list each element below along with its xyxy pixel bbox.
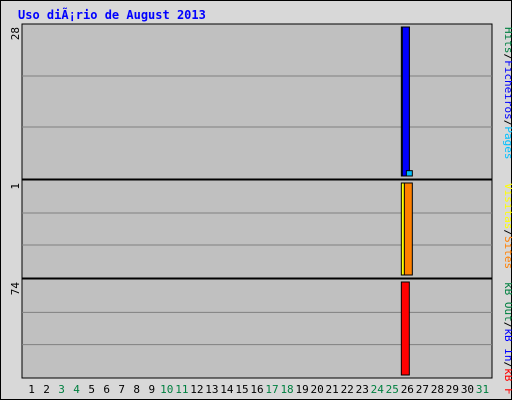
x-tick-label: 11 — [175, 383, 188, 396]
x-tick-label: 16 — [250, 383, 263, 396]
bar-pages — [405, 170, 413, 177]
x-tick-label: 14 — [220, 383, 234, 396]
x-tick-label: 18 — [280, 383, 293, 396]
legend-entry: kB F — [502, 368, 512, 395]
panel-legend: Visitas/Sites — [502, 183, 512, 269]
x-tick-label: 17 — [265, 383, 278, 396]
x-tick-label: 6 — [103, 383, 110, 396]
legend-entry: Pages — [502, 126, 512, 159]
legend-entry: Hits — [502, 27, 512, 54]
x-tick-label: 31 — [476, 383, 489, 396]
panel-legend: kB Out/kB In/kB F — [502, 282, 512, 395]
x-tick-label: 7 — [118, 383, 125, 396]
x-tick-label: 9 — [148, 383, 155, 396]
bar-sites — [403, 182, 413, 276]
legend-entry: kB In — [502, 328, 512, 361]
x-tick-label: 25 — [386, 383, 399, 396]
bar-files — [401, 26, 410, 177]
x-tick-label: 4 — [73, 383, 80, 396]
x-tick-label: 21 — [326, 383, 339, 396]
panel-background — [21, 23, 493, 180]
legend-entry: / — [502, 362, 512, 369]
y-max-label: 28 — [9, 27, 22, 40]
bar-kb-f — [400, 281, 410, 376]
panel-background — [21, 179, 493, 279]
legend-entry: Sites — [502, 236, 512, 269]
x-tick-label: 22 — [341, 383, 354, 396]
x-tick-label: 29 — [446, 383, 459, 396]
x-tick-label: 24 — [371, 383, 385, 396]
x-tick-label: 8 — [133, 383, 140, 396]
x-tick-label: 13 — [205, 383, 218, 396]
x-tick-label: 28 — [431, 383, 444, 396]
legend-entry: / — [502, 229, 512, 236]
legend-entry: / — [502, 54, 512, 61]
chart-panels: 28Hits/Ficheiros/Pages1Visitas/Sites74kB… — [9, 23, 512, 395]
legend-entry: Ficheiros — [502, 60, 512, 120]
x-tick-label: 30 — [461, 383, 474, 396]
x-tick-label: 3 — [58, 383, 65, 396]
x-tick-label: 5 — [88, 383, 95, 396]
x-axis-ticks: 1 2 3 4 5 6 7 8 9 10 11 12 13 14 15 16 17 18 19 20 21 22 23 24 2… — [28, 383, 489, 396]
x-tick-label: 19 — [295, 383, 308, 396]
x-tick-label: 27 — [416, 383, 429, 396]
x-tick-label: 2 — [43, 383, 50, 396]
panel-background — [21, 278, 493, 379]
chart-title: Uso diÃ¡rio de August 2013 — [18, 7, 206, 22]
x-tick-label: 20 — [311, 383, 324, 396]
panel-visits-sites: 1 Visitas/Sites — [9, 179, 512, 279]
x-tick-label: 10 — [160, 383, 173, 396]
legend-entry: kB Out — [502, 282, 512, 322]
x-tick-label: 15 — [235, 383, 248, 396]
legend-entry: Visitas — [502, 183, 512, 229]
x-tick-label: 26 — [401, 383, 414, 396]
x-tick-label: 12 — [190, 383, 203, 396]
y-max-label: 74 — [9, 282, 22, 296]
legend-entry: / — [502, 322, 512, 329]
x-tick-label: 1 — [28, 383, 35, 396]
panel-legend: Hits/Ficheiros/Pages — [502, 27, 512, 159]
y-max-label: 1 — [9, 183, 22, 190]
legend-entry: / — [502, 120, 512, 127]
x-tick-label: 23 — [356, 383, 369, 396]
